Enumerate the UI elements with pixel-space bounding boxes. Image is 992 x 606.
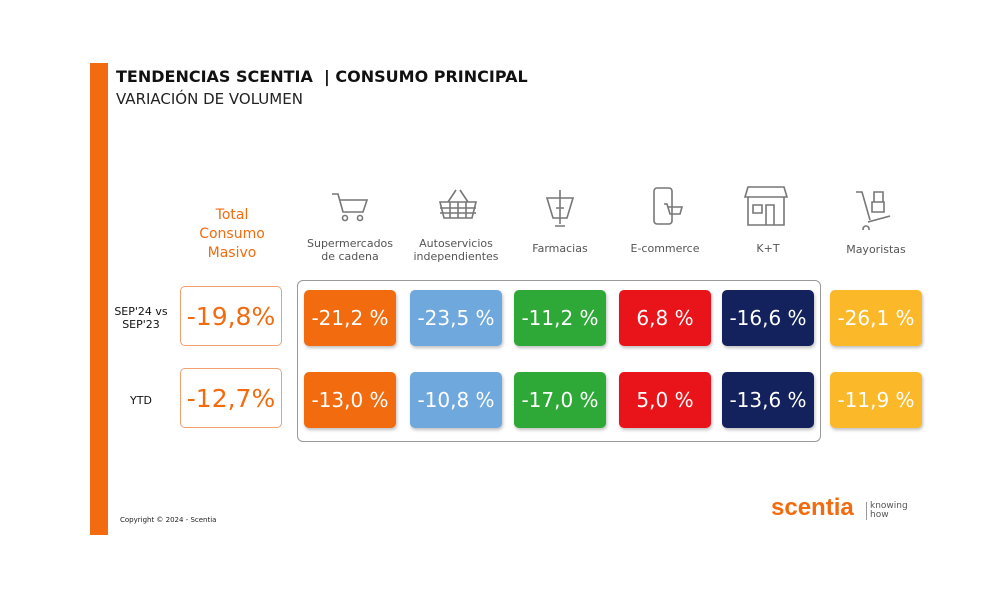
total-header: Total Consumo Masivo	[199, 207, 265, 261]
value-cell: -11,2 %	[514, 290, 606, 346]
pharmacy-icon	[545, 190, 575, 227]
column-header: Farmacias	[532, 242, 588, 255]
value-cell: -21,2 %	[304, 290, 396, 346]
row-label: SEP'24 vs SEP'23	[114, 305, 168, 331]
store-icon	[744, 186, 788, 226]
value-cell: -13,0 %	[304, 372, 396, 428]
value-cell: -26,1 %	[830, 290, 922, 346]
column-header: E-commerce	[630, 242, 700, 255]
copyright: Copyright © 2024 - Scentia	[120, 516, 217, 524]
column-header: K+T	[756, 242, 780, 255]
subtitle: VARIACIÓN DE VOLUMEN	[116, 90, 303, 108]
total-value: -19,8%	[180, 286, 282, 346]
column-header: Mayoristas	[846, 243, 906, 256]
row-label: YTD	[130, 394, 152, 407]
ecommerce-icon	[653, 187, 684, 225]
wholesale-icon	[856, 191, 891, 230]
title: TENDENCIAS SCENTIA | CONSUMO PRINCIPAL	[116, 67, 528, 86]
column-header: Autoservicios independientes	[413, 237, 499, 263]
value-cell: 5,0 %	[619, 372, 711, 428]
basket-icon	[438, 189, 478, 219]
accent-bar	[90, 63, 108, 535]
value-cell: 6,8 %	[619, 290, 711, 346]
value-cell: -11,9 %	[830, 372, 922, 428]
total-value: -12,7%	[180, 368, 282, 428]
value-cell: -10,8 %	[410, 372, 502, 428]
cart-icon	[332, 193, 369, 222]
value-cell: -16,6 %	[722, 290, 814, 346]
brand-tagline: knowing how	[866, 502, 910, 520]
column-header: Supermercados de cadena	[306, 237, 394, 263]
value-cell: -13,6 %	[722, 372, 814, 428]
channel-group	[297, 280, 821, 442]
value-cell: -23,5 %	[410, 290, 502, 346]
brand-logo: scentia	[771, 494, 854, 521]
value-cell: -17,0 %	[514, 372, 606, 428]
